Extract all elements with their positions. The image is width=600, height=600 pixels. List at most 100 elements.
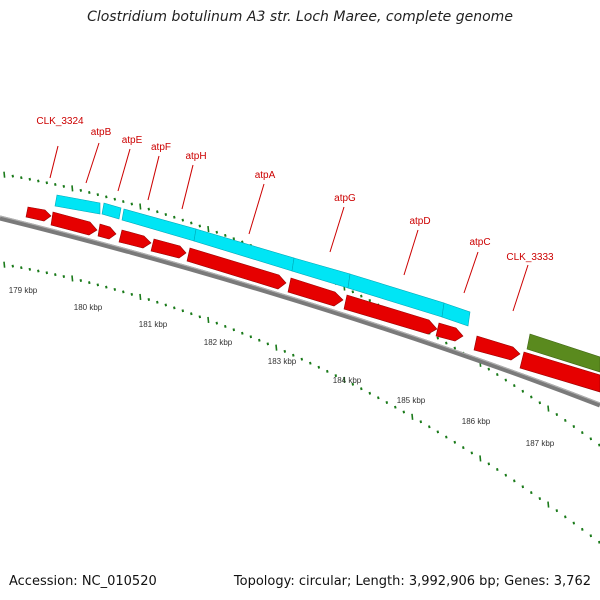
minor-tick [113,197,117,201]
leader-atph [181,164,194,210]
gene-label-atpe[interactable]: atpE [122,135,143,146]
minor-tick [317,365,321,369]
minor-tick [249,335,253,339]
gene-label-atpc[interactable]: atpC [469,237,490,248]
minor-tick [147,298,151,302]
cds-arrow-atpb[interactable] [50,211,98,236]
gene-label-atpb[interactable]: atpB [91,127,112,138]
major-tick [3,261,6,268]
gene-label-atph[interactable]: atpH [185,151,206,162]
cyan-feature-bar[interactable] [441,302,471,327]
minor-tick [190,312,193,316]
minor-tick [28,177,32,181]
minor-tick [368,391,372,395]
minor-tick [79,188,83,192]
minor-tick [62,184,66,188]
minor-tick [122,290,125,294]
minor-tick [351,290,355,294]
cds-arrow-atpf[interactable] [118,229,152,249]
leader-atpa [248,183,265,235]
minor-tick [156,300,159,304]
minor-tick [292,353,295,357]
minor-tick [224,233,227,237]
minor-tick [79,279,83,283]
minor-tick [215,321,219,325]
minor-tick [266,342,270,346]
scale-label: 183 kbp [268,357,297,366]
minor-tick [241,331,244,335]
minor-tick [130,202,134,206]
minor-tick [530,491,533,495]
leader-atpf [147,155,160,201]
scale-label: 185 kbp [397,396,426,405]
green-feature-bar[interactable] [526,333,600,373]
minor-tick [360,294,363,298]
minor-tick [581,431,584,435]
major-tick [411,413,414,420]
leader-atpe [117,148,131,192]
minor-tick [538,497,542,501]
leader-atpb [85,142,100,184]
gene-label-clk-3333[interactable]: CLK_3333 [506,252,554,263]
cds-arrow-atph[interactable] [150,238,187,259]
cds-arrow-atpc[interactable] [435,322,464,342]
cds-arrow-atpd[interactable] [343,294,438,335]
cds-arrow-atpe[interactable] [97,223,117,240]
genome-backbone [0,215,600,408]
minor-tick [45,271,49,275]
major-tick [3,171,6,178]
scale-label: 187 kbp [526,439,555,448]
minor-tick [351,382,355,386]
minor-tick [589,534,593,538]
minor-tick [419,420,423,424]
minor-tick [88,281,91,285]
minor-tick [215,230,219,234]
minor-tick [368,299,372,302]
major-tick [547,501,550,508]
cyan-feature-bar[interactable] [101,202,122,220]
cds-arrow-clk-3324[interactable] [25,206,52,222]
major-tick [207,316,210,324]
minor-tick [309,361,312,365]
gene-label-clk-3324[interactable]: CLK_3324 [36,116,84,127]
gene-label-atpd[interactable]: atpD [409,216,430,227]
genome-backbone-highlight [0,215,600,404]
minor-tick [181,218,185,222]
gene-label-atpf[interactable]: atpF [151,142,171,153]
cds-arrow[interactable] [519,351,600,393]
scale-label: 180 kbp [74,303,103,312]
cds-arrow-clk-3333[interactable] [473,335,521,361]
minor-tick [402,410,406,414]
minor-tick [181,309,185,313]
minor-tick [20,266,23,270]
minor-tick [20,176,23,180]
minor-tick [62,275,66,278]
gene-label-atpg[interactable]: atpG [334,193,356,204]
minor-tick [11,174,15,178]
minor-tick [224,324,227,328]
minor-tick [37,179,40,183]
minor-tick [164,303,168,307]
cyan-feature-bar[interactable] [54,194,101,215]
minor-tick [258,338,261,342]
minor-tick [555,509,559,513]
minor-tick [377,396,380,400]
cds-arrow-atpg[interactable] [287,277,344,307]
minor-tick [572,425,576,428]
cds-arrow-atpa[interactable] [186,247,287,290]
minor-tick [521,485,525,489]
minor-tick [436,336,440,340]
minor-tick [453,440,457,444]
minor-tick [198,224,202,228]
minor-tick [589,437,593,441]
gene-label-atpa[interactable]: atpA [255,170,276,181]
minor-tick [232,328,236,332]
minor-tick [122,200,125,204]
major-tick [275,344,278,351]
leader-clk-3333 [512,264,529,312]
minor-tick [504,378,508,382]
minor-tick [45,181,49,185]
minor-tick [564,418,567,422]
minor-tick [300,357,304,361]
